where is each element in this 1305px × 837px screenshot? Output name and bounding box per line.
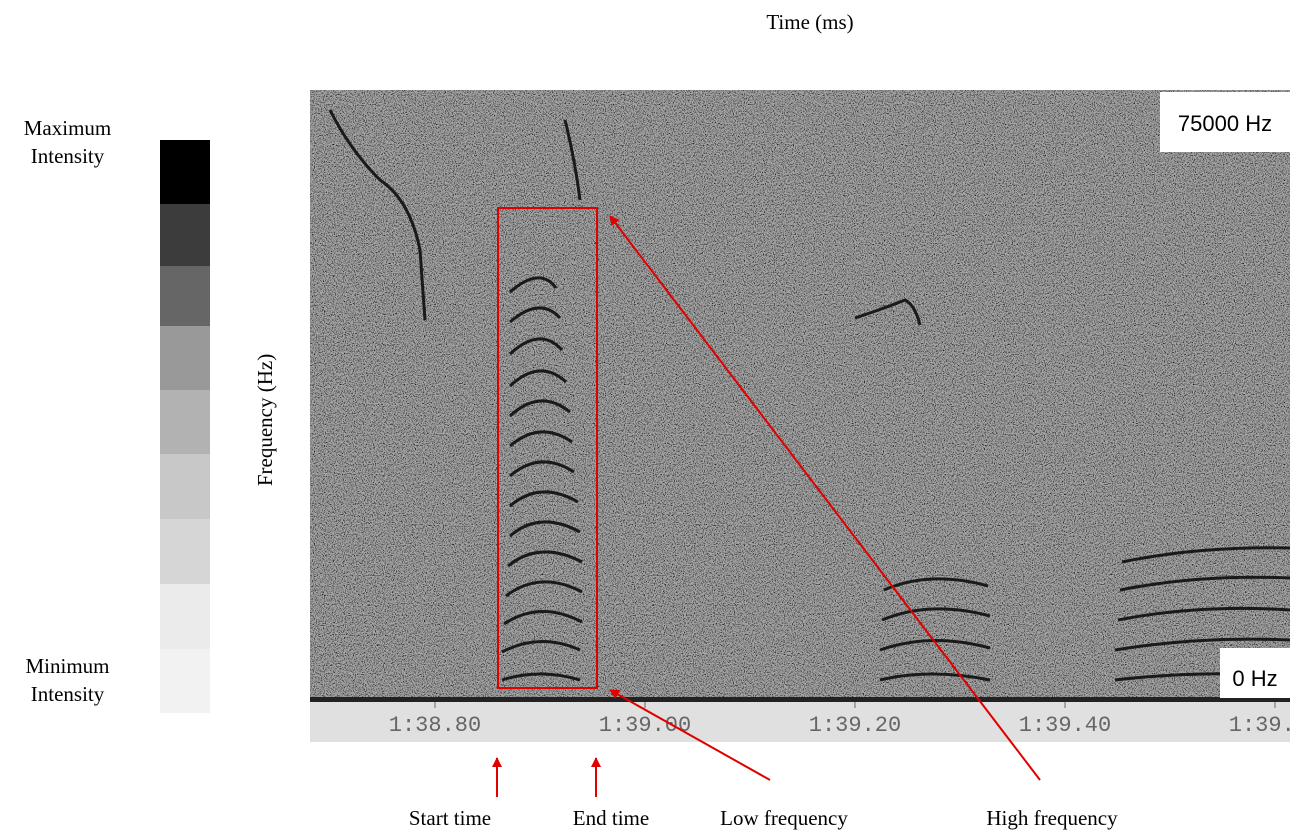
intensity-scale xyxy=(160,140,210,713)
min-intensity-label: Minimum Intensity xyxy=(25,654,110,706)
time-label: 1:38.80 xyxy=(389,713,481,738)
arrow xyxy=(609,689,771,781)
scale-box xyxy=(160,266,210,326)
scale-box xyxy=(160,390,210,454)
bottom-label-box xyxy=(1220,648,1290,698)
selection-box xyxy=(497,207,598,689)
time-label: 1:39.60 xyxy=(1229,713,1305,738)
y-axis-label: Frequency (Hz) xyxy=(253,354,277,486)
spectrogram-traces xyxy=(328,109,1290,682)
time-label: 1:39.20 xyxy=(809,713,901,738)
top-frequency-label: 75000 Hz xyxy=(1178,111,1272,136)
scale-box xyxy=(160,326,210,390)
spectrogram: 1:38.80 1:39.00 1:39.20 1:39.40 1:39.60 xyxy=(310,90,1305,742)
annotation: Start time xyxy=(409,806,491,830)
max-intensity-label: Maximum Intensity xyxy=(23,116,112,168)
time-label: 1:39.00 xyxy=(599,713,691,738)
spectrogram-noise xyxy=(310,90,1290,702)
scale-box xyxy=(160,584,210,649)
time-labels: 1:38.80 1:39.00 1:39.20 1:39.40 1:39.60 xyxy=(389,702,1305,738)
bottom-frequency-label: 0 Hz xyxy=(1232,666,1277,691)
scale-box xyxy=(160,204,210,266)
scale-box xyxy=(160,454,210,519)
annotation: Low frequency xyxy=(720,806,848,830)
scale-box xyxy=(160,649,210,713)
time-label: 1:39.40 xyxy=(1019,713,1111,738)
top-label-box xyxy=(1160,92,1290,152)
spectrogram-floor xyxy=(310,697,1290,702)
arrow xyxy=(609,215,1041,781)
annotation: High frequency xyxy=(986,806,1118,830)
time-bar xyxy=(310,702,1290,742)
scale-box xyxy=(160,519,210,584)
title: Time (ms) xyxy=(766,10,853,34)
scale-box xyxy=(160,140,210,204)
arrows xyxy=(492,215,1041,797)
annotation: End time xyxy=(573,806,649,830)
